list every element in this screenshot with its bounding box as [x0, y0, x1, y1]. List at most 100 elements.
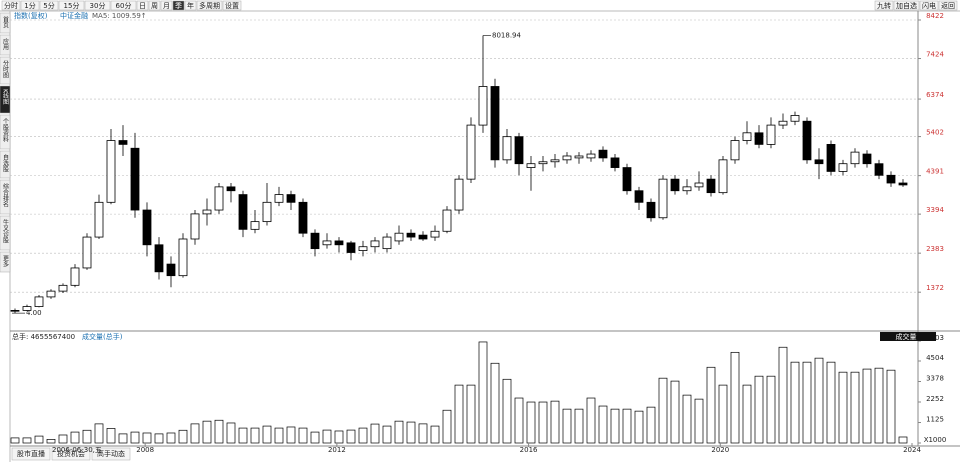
sidebar-tab[interactable] [0, 114, 11, 150]
period-label[interactable]: 月 [163, 2, 170, 10]
period-button[interactable] [58, 0, 85, 11]
candle-body [646, 201, 656, 219]
volume-bar [358, 427, 368, 444]
period-button[interactable] [184, 0, 197, 11]
period-button[interactable] [39, 0, 59, 11]
tool-label[interactable]: 返回 [941, 2, 955, 10]
volume-bar [586, 397, 596, 444]
period-button[interactable] [84, 0, 111, 11]
candle-body [874, 163, 884, 176]
sidebar-label[interactable]: 应用 [2, 37, 9, 51]
footer-tab[interactable] [11, 447, 51, 461]
sidebar-tab[interactable] [0, 251, 11, 273]
sidebar-label[interactable]: 分时图 [2, 59, 9, 79]
period-label[interactable]: 周 [151, 2, 158, 10]
period-button[interactable] [196, 0, 223, 11]
candle-body [742, 132, 752, 141]
tool-label[interactable]: 加自选 [896, 1, 917, 10]
tool-button[interactable] [893, 0, 920, 11]
y-tick-label: 5402 [926, 129, 944, 137]
volume-bar [730, 351, 740, 444]
sidebar-label[interactable]: 个股资料 [2, 118, 9, 143]
candle-body [430, 230, 440, 238]
period-label[interactable]: 多周期 [199, 1, 220, 10]
tool-button[interactable] [874, 0, 894, 11]
period-label[interactable]: 季 [175, 1, 182, 10]
y-tick-label: 4504 [926, 354, 944, 362]
footer-label[interactable]: 投资机会 [57, 449, 85, 458]
volume-bar [634, 410, 644, 444]
volume-bar [658, 377, 668, 444]
volume-bar [34, 435, 44, 444]
footer-label[interactable]: 高手动态 [97, 449, 125, 458]
volume-bar [118, 433, 128, 444]
candle-body [10, 310, 20, 312]
sidebar-tab[interactable] [0, 34, 11, 56]
volume-bar [286, 426, 296, 444]
candle-body [166, 263, 176, 277]
sidebar-tab[interactable] [0, 56, 11, 85]
volume-bar [598, 405, 608, 444]
period-label[interactable]: 分时 [4, 1, 18, 10]
candle-body [370, 240, 380, 248]
period-button[interactable] [172, 0, 185, 11]
period-button[interactable] [148, 0, 161, 11]
period-label[interactable]: 设置 [225, 1, 239, 10]
y-tick-label: 3394 [926, 206, 944, 214]
period-button[interactable] [1, 0, 21, 11]
sidebar-tab[interactable] [0, 215, 11, 251]
candle-body [682, 186, 692, 192]
sidebar-label[interactable]: K线图 [2, 89, 9, 106]
tool-label[interactable]: 闪电 [922, 1, 936, 10]
candle-body [130, 147, 140, 211]
period-button[interactable] [160, 0, 173, 11]
period-label[interactable]: 日 [139, 2, 146, 10]
footer-label[interactable]: 股市直播 [17, 449, 45, 458]
tool-label[interactable]: 九转 [877, 1, 891, 10]
period-label[interactable]: 60分 [116, 1, 132, 10]
period-button[interactable] [222, 0, 242, 11]
volume-bar [190, 423, 200, 444]
period-button[interactable] [110, 0, 137, 11]
sidebar-label[interactable]: 综合排名 [2, 182, 9, 208]
sidebar-tab[interactable] [0, 12, 11, 34]
volume-bar [298, 427, 308, 444]
period-label[interactable]: 年 [187, 1, 194, 10]
volume-bar [130, 431, 140, 444]
candle-body [898, 182, 908, 186]
volume-bar [478, 341, 488, 444]
footer-tab[interactable] [51, 447, 91, 461]
period-label[interactable]: 5分 [43, 1, 54, 10]
volume-bar [106, 428, 116, 444]
period-button[interactable] [136, 0, 149, 11]
period-label[interactable]: 15分 [64, 1, 80, 10]
y-tick-label: 8422 [926, 12, 944, 20]
volume-bar [514, 397, 524, 444]
tool-button[interactable] [938, 0, 958, 11]
sidebar-label[interactable]: 牛叉诊股 [2, 218, 9, 244]
tool-button[interactable] [919, 0, 939, 11]
indicator-label[interactable]: 成交量 [896, 332, 917, 341]
sidebar-label[interactable]: 更多 [2, 255, 9, 268]
low-label: 4.00 [26, 309, 42, 317]
y-tick-label: 6374 [926, 91, 944, 99]
volume-bar [874, 367, 884, 444]
candle-body [34, 296, 44, 307]
sidebar-tab[interactable] [0, 179, 11, 215]
period-label[interactable]: 1分 [24, 1, 35, 10]
sidebar-label[interactable]: 首页 [2, 15, 9, 29]
period-button[interactable] [20, 0, 40, 11]
sidebar-tab[interactable] [0, 85, 11, 114]
indicator-box[interactable] [880, 332, 936, 341]
volume-bar [430, 425, 440, 444]
volume-bar [406, 421, 416, 444]
sidebar-label[interactable]: 自选股 [2, 153, 9, 173]
sidebar-tab[interactable] [0, 150, 11, 179]
candle-body [334, 240, 344, 246]
footer-tab[interactable] [91, 447, 131, 461]
candle-body [670, 178, 680, 192]
volume-bar [10, 437, 20, 444]
period-label[interactable]: 30分 [90, 1, 106, 10]
volume-bar [790, 361, 800, 444]
